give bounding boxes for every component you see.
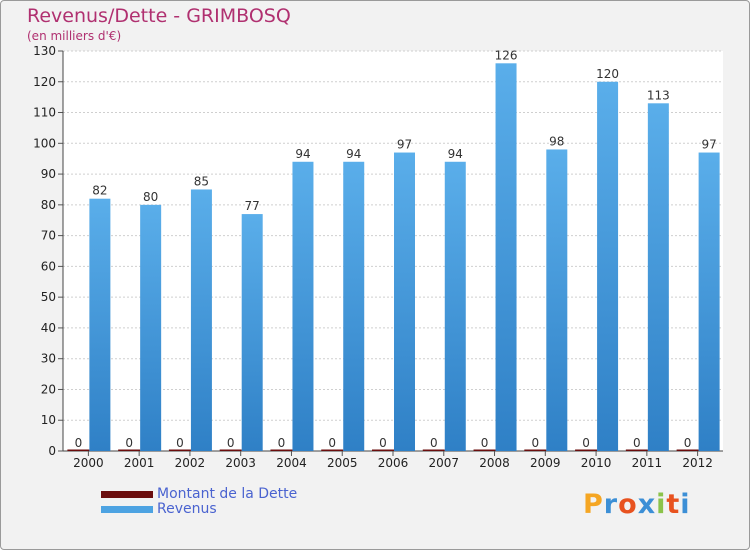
bar-revenus (241, 214, 263, 451)
data-label-revenus: 80 (143, 190, 158, 204)
logo-letter: r (603, 489, 619, 520)
y-tick-label: 60 (41, 259, 56, 273)
bar-dette (524, 449, 547, 451)
x-tick-label: 2008 (479, 456, 510, 470)
bar-revenus (343, 161, 365, 451)
chart-subtitle: (en milliers d'€) (27, 29, 122, 43)
proxiti-logo: Proxiti (583, 489, 691, 520)
y-tick-label: 40 (41, 321, 56, 335)
bar-dette (118, 449, 141, 451)
y-tick-label: 130 (33, 44, 56, 58)
bar-revenus (546, 149, 568, 451)
legend-swatch-revenus (101, 506, 153, 513)
bar-dette (575, 449, 598, 451)
bar-dette (321, 449, 344, 451)
logo-letter: o (618, 489, 638, 520)
x-tick-label: 2006 (378, 456, 409, 470)
bar-dette (625, 449, 648, 451)
x-tick-label: 2005 (327, 456, 358, 470)
data-label-dette: 0 (481, 436, 489, 450)
bar-revenus (394, 152, 415, 452)
bar-revenus (89, 198, 111, 451)
data-label-revenus: 77 (245, 199, 260, 213)
y-tick-label: 70 (41, 229, 56, 243)
bar-dette (473, 449, 496, 451)
bar-revenus (698, 152, 720, 452)
data-label-revenus: 85 (194, 174, 209, 188)
x-tick-label: 2001 (124, 456, 155, 470)
bar-dette (422, 449, 445, 451)
bar-dette (372, 449, 394, 451)
data-label-revenus: 94 (448, 147, 463, 161)
data-label-dette: 0 (278, 436, 286, 450)
x-tick-label: 2003 (225, 456, 256, 470)
data-label-revenus: 126 (495, 48, 518, 62)
x-tick-label: 2009 (530, 456, 561, 470)
data-label-dette: 0 (125, 436, 133, 450)
bar-dette (219, 449, 242, 451)
x-tick-label: 2012 (682, 456, 713, 470)
data-label-dette: 0 (227, 436, 235, 450)
y-tick-label: 20 (41, 382, 56, 396)
legend-label-revenus: Revenus (157, 501, 217, 517)
y-tick-label: 110 (33, 106, 56, 120)
x-tick-label: 2007 (428, 456, 459, 470)
y-tick-label: 80 (41, 198, 56, 212)
data-label-revenus: 120 (596, 67, 619, 81)
data-label-revenus: 94 (346, 147, 361, 161)
data-label-dette: 0 (379, 436, 387, 450)
y-tick-label: 10 (41, 413, 56, 427)
logo-letter: P (583, 489, 604, 520)
data-label-dette: 0 (684, 436, 692, 450)
y-tick-label: 120 (33, 75, 56, 89)
data-label-revenus: 82 (92, 184, 107, 198)
legend-label-dette: Montant de la Dette (157, 486, 298, 502)
legend-swatch-dette (101, 491, 153, 498)
data-label-dette: 0 (633, 436, 641, 450)
logo-letter: t (666, 489, 681, 520)
bar-revenus (647, 103, 669, 452)
bar-revenus (444, 161, 466, 451)
x-tick-label: 2011 (632, 456, 663, 470)
bar-revenus (190, 189, 212, 451)
bar-dette (67, 449, 90, 451)
y-tick-label: 50 (41, 290, 56, 304)
data-label-dette: 0 (531, 436, 539, 450)
plot-area (63, 51, 723, 451)
data-label-dette: 0 (328, 436, 336, 450)
y-tick-label: 0 (48, 444, 56, 458)
bar-dette (270, 449, 293, 451)
y-tick-label: 100 (33, 136, 56, 150)
bar-revenus (140, 204, 162, 451)
logo-letter: x (637, 489, 657, 520)
data-label-dette: 0 (176, 436, 184, 450)
x-tick-label: 2000 (73, 456, 104, 470)
bar-revenus (597, 81, 619, 452)
y-tick-label: 90 (41, 167, 56, 181)
x-tick-label: 2004 (276, 456, 307, 470)
data-label-revenus: 97 (397, 138, 412, 152)
data-label-dette: 0 (582, 436, 590, 450)
chart-title: Revenus/Dette - GRIMBOSQ (27, 5, 291, 27)
x-tick-label: 2002 (175, 456, 206, 470)
data-label-dette: 0 (75, 436, 83, 450)
y-tick-label: 30 (41, 352, 56, 366)
data-label-revenus: 113 (647, 88, 670, 102)
data-label-dette: 0 (430, 436, 438, 450)
logo-letter: i (656, 489, 667, 520)
bar-dette (676, 449, 699, 451)
logo-letter: i (680, 489, 691, 520)
data-label-revenus: 98 (549, 134, 564, 148)
data-label-revenus: 94 (295, 147, 310, 161)
bar-revenus (292, 161, 314, 451)
bar-dette (168, 449, 191, 451)
data-label-revenus: 97 (701, 138, 716, 152)
x-tick-label: 2010 (581, 456, 612, 470)
bar-revenus (495, 63, 517, 452)
